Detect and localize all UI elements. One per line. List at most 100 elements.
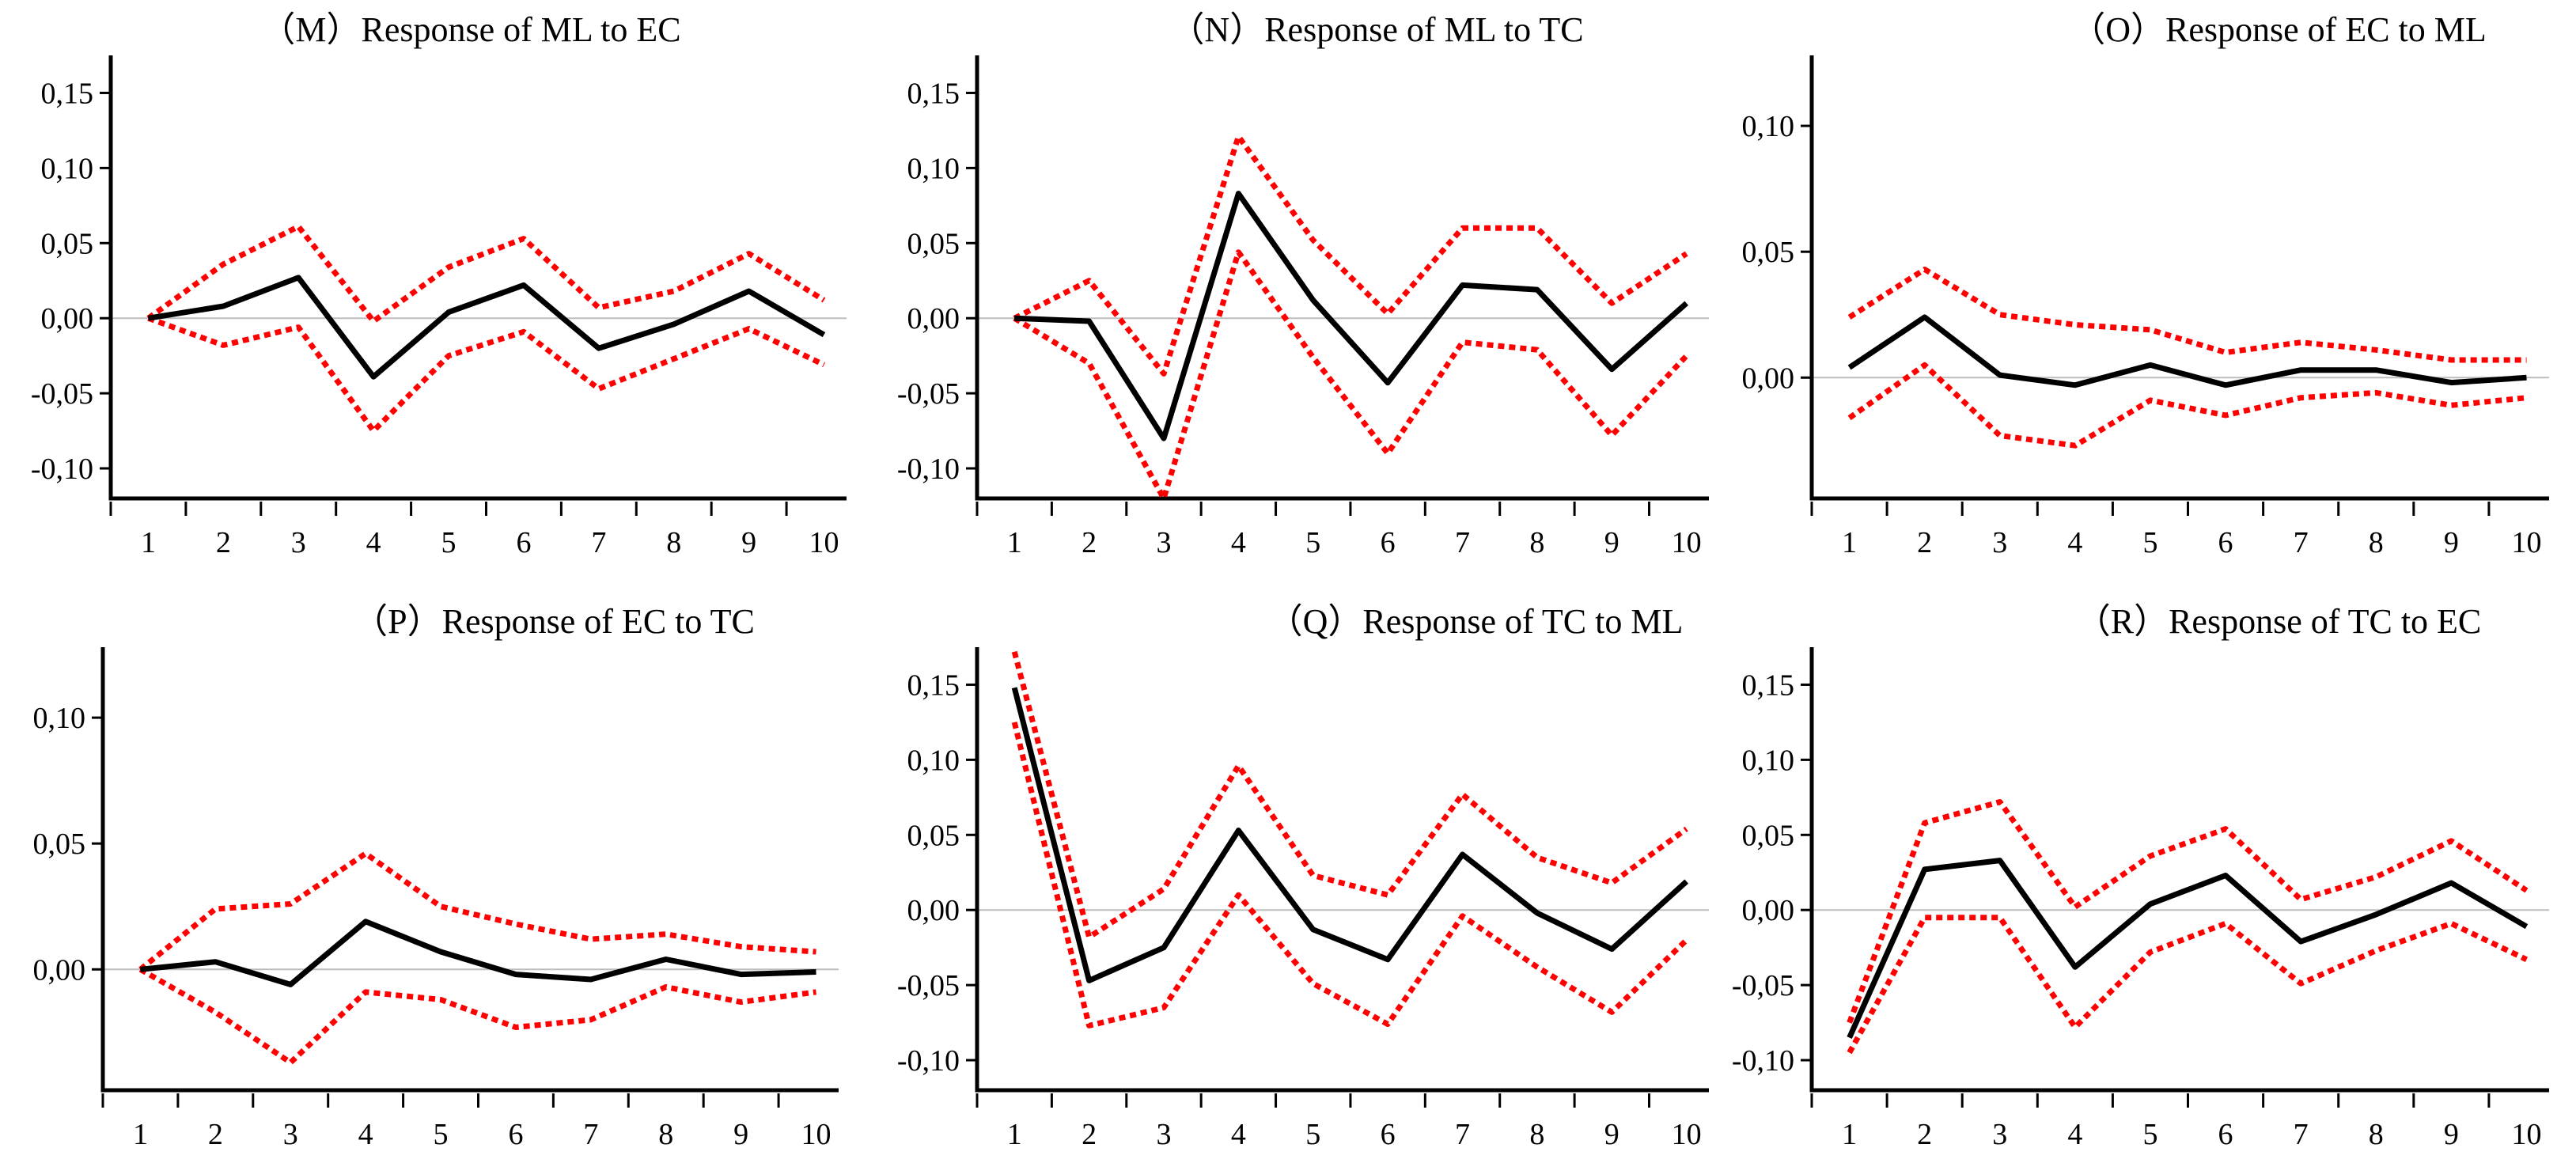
panel-title: （M）Response of ML to EC — [260, 10, 680, 49]
x-tick-label: 8 — [2369, 526, 2384, 559]
y-tick-label: 0,15 — [41, 77, 94, 110]
y-tick-label: 0,00 — [1742, 894, 1795, 927]
x-tick-label: 1 — [1007, 1118, 1022, 1151]
x-tick-label: 6 — [508, 1118, 523, 1151]
x-tick-label: 5 — [1305, 526, 1320, 559]
y-tick-label: 0,00 — [907, 894, 960, 927]
x-tick-label: 10 — [1672, 1118, 1702, 1151]
axis-frame — [108, 55, 847, 501]
x-tick-label: 6 — [1381, 1118, 1396, 1151]
x-tick-label: 1 — [141, 526, 156, 559]
panel-title: （P）Response of EC to TC — [353, 602, 755, 641]
x-tick-label: 8 — [2369, 1118, 2384, 1151]
x-tick-label: 6 — [516, 526, 531, 559]
x-tick-label: 4 — [366, 526, 381, 559]
x-tick-label: 9 — [741, 526, 756, 559]
x-tick-label: 5 — [434, 1118, 449, 1151]
response-line — [1847, 858, 2529, 1040]
panel-m: （M）Response of ML to EC -0,10 -0,05 0,00 0,0… — [31, 10, 847, 559]
axis-frame — [1809, 55, 2549, 501]
x-tick-label: 1 — [1842, 1118, 1857, 1151]
x-tick-label: 8 — [1529, 526, 1544, 559]
y-tick-label: -0,05 — [897, 377, 960, 411]
y-tick-label: -0,10 — [897, 1044, 960, 1078]
y-tick-label: 0,00 — [33, 953, 86, 987]
panel-title: （O）Response of EC to ML — [2070, 10, 2487, 49]
y-tick-label: -0,05 — [897, 969, 960, 1002]
x-tick-label: 9 — [733, 1118, 748, 1151]
x-tick-label: 8 — [666, 526, 681, 559]
x-tick-label: 3 — [283, 1118, 298, 1151]
upper-band-line — [1847, 267, 2527, 363]
panel-q: （Q）Response of TC to ML -0,10 -0,05 0,00 0,0… — [897, 602, 1709, 1151]
x-tick-label: 7 — [1455, 526, 1470, 559]
upper-band-line — [1011, 650, 1688, 940]
panel-p: （P）Response of EC to TC 0,00 0,05 0,10 1 2 3 4 5… — [33, 602, 839, 1151]
x-tick-label: 2 — [1082, 1118, 1097, 1151]
x-tick-label: 4 — [358, 1118, 373, 1151]
response-line — [1014, 191, 1689, 441]
panel-title: （Q）Response of TC to ML — [1268, 602, 1684, 641]
lower-band-line — [147, 315, 826, 434]
y-tick-label: -0,10 — [897, 453, 960, 486]
x-tick-label: 10 — [2511, 1118, 2541, 1151]
y-tick-label: 0,10 — [41, 152, 94, 185]
x-tick-label: 3 — [1156, 526, 1171, 559]
axis-frame — [100, 647, 839, 1093]
y-tick-label: 0,05 — [1742, 236, 1795, 269]
x-tick-label: 7 — [1455, 1118, 1470, 1151]
y-tick-label: -0,05 — [1732, 969, 1794, 1002]
axis-frame — [975, 55, 1709, 501]
x-tick-label: 4 — [1231, 1118, 1246, 1151]
x-tick-label: 4 — [1231, 526, 1246, 559]
response-line — [147, 275, 826, 380]
x-tick-label: 10 — [809, 526, 839, 559]
lower-band-line — [1847, 915, 2529, 1055]
x-tick-label: 6 — [2218, 1118, 2233, 1151]
x-tick-label: 7 — [2294, 526, 2309, 559]
y-tick-label: 0,05 — [33, 828, 86, 861]
x-tick-label: 7 — [2294, 1118, 2309, 1151]
panel-title: （R）Response of TC to EC — [2076, 602, 2482, 641]
x-tick-label: 1 — [1842, 526, 1857, 559]
upper-band-line — [138, 850, 816, 972]
y-tick-label: 0,10 — [1742, 110, 1795, 143]
x-tick-label: 1 — [133, 1118, 148, 1151]
x-tick-label: 7 — [583, 1118, 598, 1151]
y-tick-label: 0,05 — [907, 227, 960, 260]
y-tick-label: -0,05 — [31, 377, 93, 411]
x-tick-label: 10 — [801, 1118, 832, 1151]
x-tick-label: 2 — [1917, 526, 1932, 559]
panel-title: （N）Response of ML to TC — [1169, 10, 1583, 49]
x-tick-label: 9 — [2444, 1118, 2459, 1151]
panel-o: （O）Response of EC to ML 0,00 0,05 0,10 1 2 3 4 5… — [1742, 10, 2549, 559]
y-tick-label: 0,10 — [33, 702, 86, 735]
y-tick-label: -0,10 — [31, 453, 93, 486]
x-tick-label: 5 — [441, 526, 456, 559]
axis-frame — [1809, 647, 2549, 1093]
y-tick-label: 0,00 — [907, 302, 960, 335]
x-tick-label: 9 — [1604, 526, 1619, 559]
y-tick-label: 0,10 — [907, 744, 960, 777]
x-tick-label: 3 — [1992, 1118, 2007, 1151]
x-tick-label: 4 — [2067, 1118, 2082, 1151]
y-tick-label: 0,15 — [907, 669, 960, 702]
x-tick-label: 6 — [1381, 526, 1396, 559]
lower-band-line — [1847, 362, 2527, 449]
panel-n: （N）Response of ML to TC -0,10 -0,05 0,00 0,0… — [897, 10, 1709, 559]
y-tick-label: 0,05 — [41, 227, 94, 260]
x-tick-label: 2 — [208, 1118, 223, 1151]
x-tick-label: 3 — [291, 526, 306, 559]
y-tick-label: 0,05 — [1742, 819, 1795, 852]
x-tick-label: 3 — [1156, 1118, 1171, 1151]
upper-band-line — [1847, 799, 2529, 1024]
upper-band-line — [1013, 134, 1688, 377]
y-tick-label: -0,10 — [1732, 1044, 1794, 1078]
panel-r: （R）Response of TC to EC -0,10 -0,05 0,00 0,0… — [1732, 602, 2549, 1151]
response-line — [1011, 687, 1689, 983]
x-tick-label: 8 — [658, 1118, 673, 1151]
lower-band-line — [1013, 249, 1689, 502]
response-line — [140, 919, 816, 987]
x-tick-label: 1 — [1007, 526, 1022, 559]
